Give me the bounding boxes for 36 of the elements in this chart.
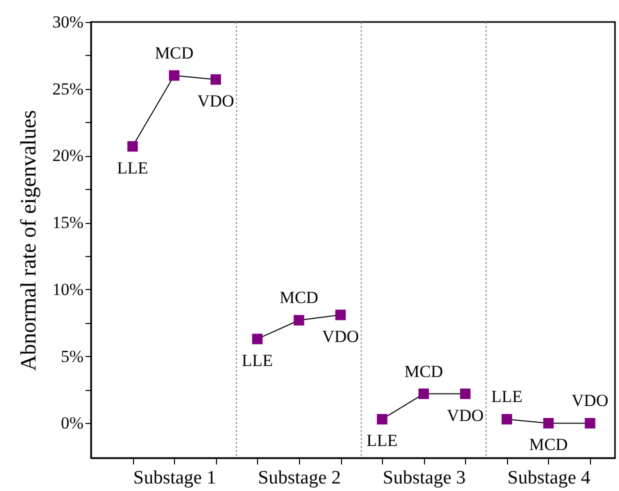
y-tick-label: 5%	[60, 346, 84, 366]
y-tick-label: 0%	[60, 414, 84, 433]
annotation: LLE	[366, 431, 398, 450]
point	[418, 388, 429, 400]
point	[502, 414, 512, 424]
point	[252, 334, 263, 344]
y-axis-title: Abnormal rate of eigenvalues	[15, 110, 40, 371]
point	[168, 70, 180, 81]
annotation: LLE	[491, 387, 522, 406]
point	[376, 414, 388, 424]
annotation: VDO	[197, 92, 234, 111]
point	[584, 418, 596, 428]
annotation: LLE	[242, 350, 273, 370]
annotation: LLE	[117, 158, 148, 178]
point	[460, 388, 471, 400]
y-tick-label: 30%	[52, 12, 84, 32]
annotation: MCD	[280, 288, 318, 308]
point	[543, 418, 554, 428]
y-tick-label: 25%	[52, 79, 84, 98]
y-tick-label: 20%	[52, 146, 84, 166]
x-tick-label: Substage 4	[508, 468, 591, 488]
annotation: VDO	[322, 326, 359, 346]
y-tick-label: 15%	[52, 213, 84, 232]
x-tick-label: Substage 1	[133, 468, 216, 488]
y-tick-label: 10%	[52, 280, 84, 299]
x-tick-label: Substage 3	[382, 468, 466, 488]
annotation: MCD	[404, 362, 444, 381]
point	[335, 310, 346, 320]
x-tick-label: Substage 2	[258, 468, 341, 488]
point	[127, 141, 138, 152]
annotation: MCD	[154, 43, 194, 62]
annotation: VDO	[572, 391, 608, 410]
point	[210, 74, 222, 85]
annotation: MCD	[529, 435, 568, 454]
point	[294, 315, 304, 326]
annotation: VDO	[446, 406, 484, 425]
